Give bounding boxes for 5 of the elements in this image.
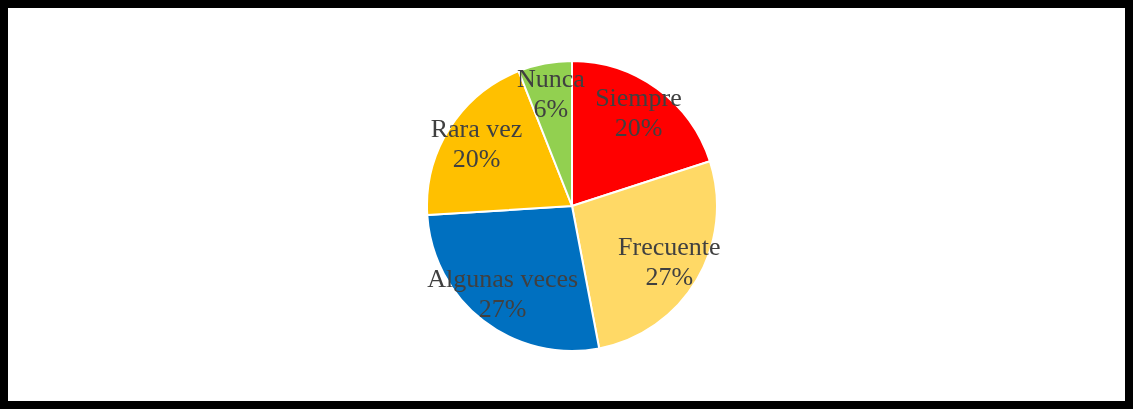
- data-label: 27%: [478, 294, 527, 324]
- data-label: 6%: [533, 93, 569, 123]
- data-label: 20%: [452, 144, 501, 174]
- data-label: 27%: [645, 262, 694, 292]
- data-label: 20%: [614, 113, 663, 143]
